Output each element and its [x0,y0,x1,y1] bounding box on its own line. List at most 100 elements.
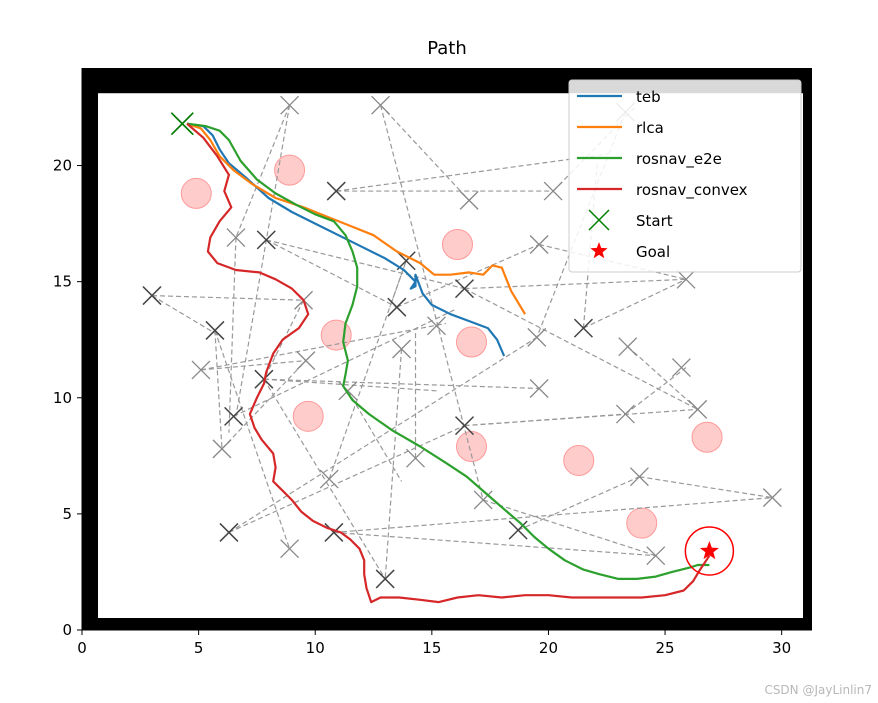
legend-label-teb: teb [636,88,661,106]
waypoint-dashed-line [263,378,437,392]
waypoint-dashed-line [333,531,656,557]
waypoint-marker [191,360,211,380]
waypoint-dashed-line [347,390,403,482]
waypoint-marker-stroke-b [762,488,782,508]
waypoint-dashed-line [639,476,773,499]
legend-swatch-start-stroke-b [588,209,610,231]
waypoint-marker-stroke-b [205,320,225,340]
legend: teb rlca rosnav_e2e rosnav_convex Start Goal [568,79,802,273]
waypoint-dashed-line [235,105,291,417]
axes: 0 5 10 15 20 25 30 0 5 10 15 20 [53,68,812,657]
waypoint-dashed-line [380,104,470,201]
waypoint-marker-stroke-b [671,358,691,378]
x-tick-label: 15 [422,639,441,657]
waypoint-marker [629,467,649,487]
obstacle-circle [274,154,306,186]
waypoint-dashed-line [379,105,484,501]
waypoint-dashed-line [583,278,687,329]
waypoint-marker-stroke-b [646,546,666,566]
waypoint-dashed-line [384,348,403,579]
waypoint-dashed-line [151,295,223,338]
waypoint-dashed-line [266,239,465,290]
waypoint-marker-stroke-b [296,351,316,371]
waypoint-marker-stroke-b [573,318,593,338]
waypoint-marker-stroke-b [326,181,346,201]
legend-label-Goal: Goal [636,243,670,261]
legend-swatch-start [588,209,610,231]
waypoint-marker [459,190,479,210]
waypoint-marker-stroke-b [212,439,232,459]
series-line-rosnav_convex [186,122,711,604]
waypoint-dashed-line [228,336,538,533]
waypoint-marker-stroke-b [371,95,390,115]
waypoint-marker-stroke-b [676,269,696,289]
waypoint-marker [324,522,344,542]
x-tick-label: 30 [772,639,791,657]
x-tick-label: 25 [656,639,675,657]
legend-label-rlca: rlca [636,119,664,137]
start-marker [170,112,194,136]
waypoint-dashed-line [221,360,307,450]
obstacle-circle [455,431,487,463]
waypoint-marker-stroke-b [219,522,239,542]
waypoint-marker [646,546,666,566]
waypoint-marker [219,522,239,542]
waypoint-marker-stroke-b [324,522,344,542]
waypoint-marker [142,286,162,306]
waypoint-dashed-line [464,288,698,410]
start-marker-stroke-b [170,112,194,136]
obstacle-circle [626,507,658,539]
waypoint-marker-stroke-b [615,404,635,424]
series-line-rlca [186,122,527,315]
waypoint-dashed-line [263,378,386,580]
waypoint-dashed-line [333,497,773,534]
obstacle-circle [441,228,473,260]
waypoint-dashed-line [151,294,304,301]
waypoint-marker-stroke-b [527,327,547,347]
waypoint-marker-stroke-b [473,490,493,510]
waypoint-marker [618,337,638,357]
waypoint-marker [529,235,549,254]
watermark: CSDN @JayLinlin7 [764,683,872,697]
waypoint-marker [527,327,547,347]
waypoint-marker [573,318,593,338]
waypoint-marker [543,181,563,201]
waypoint-marker [226,228,246,247]
waypoint-dashed-line [336,153,610,192]
goal-star-marker [699,541,719,560]
waypoint-marker-stroke-b [459,190,479,210]
waypoint-marker [319,469,339,489]
waypoint-marker-stroke-b [688,399,708,419]
legend-label-Start: Start [636,212,673,230]
waypoint-dashed-line [517,476,640,531]
waypoint-marker-stroke-b [142,286,162,306]
waypoint-marker-stroke-b [338,381,358,401]
waypoint-marker [280,539,300,559]
waypoint-marker-stroke-b [224,406,244,426]
waypoint-marker [375,569,395,589]
x-tick-label: 20 [539,639,558,657]
legend-frame [568,79,802,273]
waypoint-dashed-line [233,308,456,417]
waypoint-dashed-line [625,367,687,415]
obstacle-circle [455,326,487,358]
waypoint-marker-stroke-b [508,520,528,540]
waypoint-marker [615,404,635,424]
waypoint-marker-stroke-b [392,339,411,359]
waypoint-marker-stroke-b [618,337,638,357]
waypoint-marker [454,416,475,436]
waypoint-dashed-line [214,330,223,449]
waypoint-dashed-line [200,360,306,371]
waypoint-marker-stroke-b [543,181,563,201]
waypoint-dashed-line [464,408,698,427]
legend-label-rosnav_convex: rosnav_convex [636,181,748,200]
waypoint-marker-stroke-b [529,235,549,254]
waypoint-marker-stroke-b [387,297,407,317]
waypoint-marker [224,406,244,426]
waypoint-marker [473,490,493,510]
waypoint-marker [296,351,316,371]
waypoint-marker-stroke-b [406,448,425,468]
obstacle-circle [292,400,324,432]
obstacle-circle [180,177,212,209]
